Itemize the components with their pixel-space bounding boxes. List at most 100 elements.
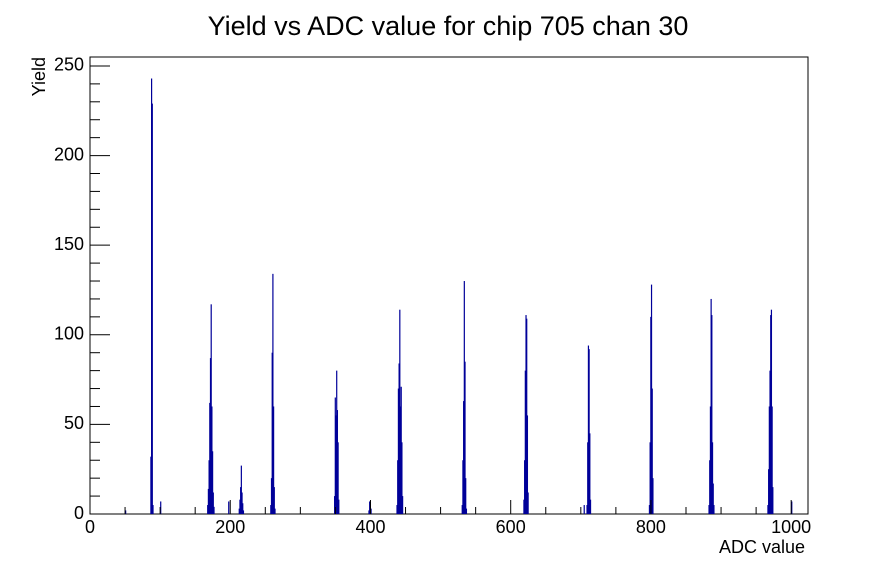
bar xyxy=(210,304,212,514)
bar xyxy=(463,281,465,514)
x-tick-label: 0 xyxy=(85,517,95,537)
x-tick-label: 1000 xyxy=(771,517,811,537)
bar xyxy=(711,315,713,514)
bar xyxy=(461,505,463,514)
bar xyxy=(525,315,527,514)
bar xyxy=(240,465,242,514)
x-tick-label: 200 xyxy=(215,517,245,537)
bar xyxy=(650,284,653,514)
bar xyxy=(397,388,400,514)
bar xyxy=(464,361,466,514)
bar xyxy=(240,487,242,514)
bar xyxy=(150,456,152,514)
y-tick-label: 0 xyxy=(74,503,84,523)
bar xyxy=(151,103,153,515)
bar xyxy=(588,349,590,514)
bar xyxy=(238,508,240,514)
bar xyxy=(769,370,771,514)
bar xyxy=(207,505,209,514)
bar xyxy=(211,406,213,514)
y-tick-label: 250 xyxy=(54,55,84,75)
bar xyxy=(526,318,528,514)
bar xyxy=(768,406,770,514)
bar xyxy=(273,406,275,514)
bar xyxy=(401,442,403,514)
bar xyxy=(648,505,651,514)
bar xyxy=(239,499,241,514)
x-tick-label: 600 xyxy=(496,517,526,537)
y-tick-label: 100 xyxy=(54,324,84,344)
bar xyxy=(523,499,525,514)
bar xyxy=(209,402,211,514)
y-tick-label: 50 xyxy=(64,413,84,433)
bar xyxy=(770,309,773,514)
bar xyxy=(650,316,652,514)
bar xyxy=(272,273,274,514)
bar xyxy=(242,510,245,514)
bar xyxy=(465,508,468,514)
bar xyxy=(652,478,654,514)
bar xyxy=(527,492,529,514)
bar xyxy=(770,315,772,514)
bar xyxy=(767,505,769,514)
bar xyxy=(526,415,529,514)
y-axis-label: Yield xyxy=(29,57,49,96)
chart-title: Yield vs ADC value for chip 705 chan 30 xyxy=(208,11,689,41)
bar xyxy=(463,401,465,514)
bar xyxy=(772,487,774,514)
bar xyxy=(524,370,526,514)
bar xyxy=(713,505,715,514)
bar xyxy=(400,386,402,514)
bar xyxy=(589,499,592,514)
bar xyxy=(242,503,244,514)
bar xyxy=(649,442,651,514)
bar xyxy=(712,483,714,514)
bar xyxy=(241,492,243,514)
bar xyxy=(368,510,370,514)
bar xyxy=(587,345,590,514)
bar xyxy=(151,78,153,514)
bar xyxy=(228,501,230,514)
bar xyxy=(399,309,401,514)
bar xyxy=(152,505,154,514)
bar xyxy=(465,478,467,514)
bar xyxy=(334,397,336,514)
x-tick-label: 800 xyxy=(636,517,666,537)
bar xyxy=(462,460,464,514)
bar xyxy=(212,492,214,514)
bar xyxy=(208,460,210,514)
bar xyxy=(586,505,588,514)
x-tick-label: 400 xyxy=(355,517,385,537)
bar xyxy=(399,406,402,514)
bar xyxy=(402,496,404,514)
bar xyxy=(273,487,275,514)
frame xyxy=(89,56,809,515)
bar xyxy=(335,415,337,514)
bar xyxy=(710,298,712,514)
bar xyxy=(771,406,773,514)
bar xyxy=(212,451,214,514)
bar xyxy=(334,496,336,514)
bar xyxy=(768,469,770,514)
bar xyxy=(270,505,272,514)
bar xyxy=(209,358,212,514)
bar xyxy=(336,410,339,514)
bar xyxy=(207,488,209,514)
bar xyxy=(337,442,339,514)
bar xyxy=(709,406,712,514)
bar xyxy=(791,501,793,514)
bar xyxy=(125,510,127,514)
bar xyxy=(338,499,340,514)
y-tick-label: 200 xyxy=(54,144,84,164)
bar xyxy=(397,460,399,514)
bar xyxy=(583,505,585,514)
bar xyxy=(160,501,162,514)
bar xyxy=(524,460,526,514)
bar xyxy=(213,506,215,514)
bar xyxy=(370,508,372,514)
bar xyxy=(398,363,400,514)
bar xyxy=(369,501,371,514)
bar xyxy=(270,478,273,514)
bar xyxy=(589,433,591,514)
bar xyxy=(651,388,653,514)
